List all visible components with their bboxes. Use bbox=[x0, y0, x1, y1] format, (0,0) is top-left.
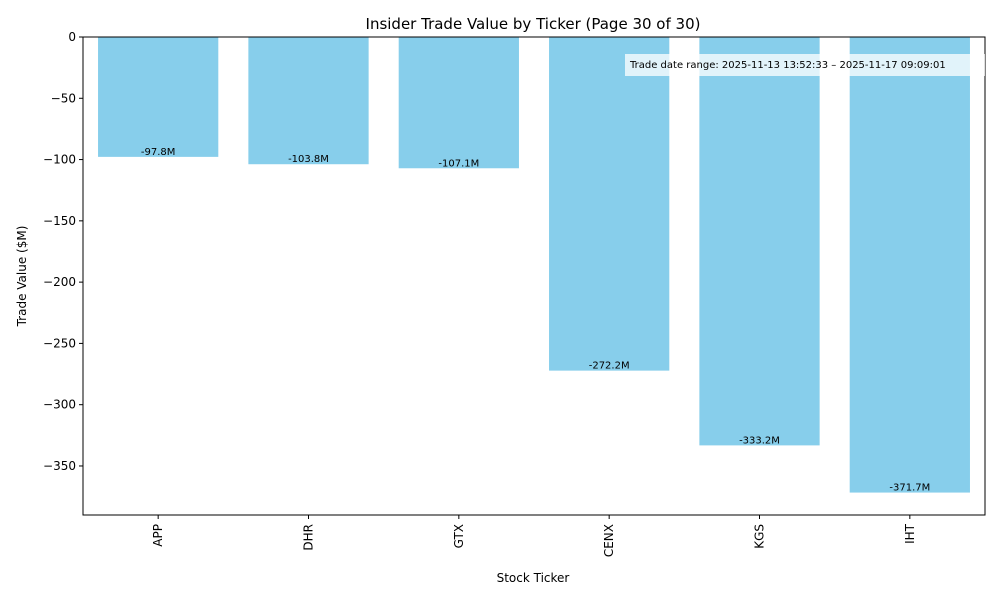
x-tick-label-kgs: KGS bbox=[753, 524, 767, 549]
axes-layer bbox=[82, 36, 986, 516]
x-tick-label-gtx: GTX bbox=[452, 524, 466, 548]
bar-cenx bbox=[549, 37, 670, 371]
data-label-app: -97.8M bbox=[141, 147, 176, 158]
ticks-layer: APP DHR GTX CENX KGS IHT 0 −50 −100 −150 −200 −250 −… bbox=[43, 30, 917, 557]
y-tick-label: −100 bbox=[43, 153, 76, 167]
y-axis-label: Trade Value ($M) bbox=[15, 226, 29, 328]
annotation-text: Trade date range: 2025-11-13 13:52:33 – … bbox=[629, 60, 946, 71]
x-tick-label-iht: IHT bbox=[903, 523, 917, 544]
y-tick-label: −300 bbox=[43, 398, 76, 412]
bars-layer bbox=[98, 37, 970, 493]
data-label-gtx: -107.1M bbox=[438, 158, 479, 169]
chart-title: Insider Trade Value by Ticker (Page 30 o… bbox=[366, 15, 701, 33]
y-tick-label: −200 bbox=[43, 275, 76, 289]
bar-gtx bbox=[398, 37, 519, 169]
x-tick-label-cenx: CENX bbox=[602, 524, 616, 557]
bar-kgs bbox=[699, 37, 820, 446]
y-tick-label: 0 bbox=[68, 30, 76, 44]
bar-app bbox=[98, 37, 219, 157]
annotation-box bbox=[625, 54, 985, 76]
data-labels-layer: -97.8M -103.8M -107.1M -272.2M -333.2M -371.7… bbox=[141, 147, 930, 494]
y-tick-label: −50 bbox=[51, 91, 76, 105]
bar-dhr bbox=[248, 37, 369, 165]
bar-iht bbox=[849, 37, 970, 493]
x-tick-label-app: APP bbox=[151, 524, 165, 547]
y-tick-label: −350 bbox=[43, 459, 76, 473]
data-label-iht: -371.7M bbox=[889, 483, 930, 494]
x-axis-label: Stock Ticker bbox=[497, 571, 570, 585]
data-label-dhr: -103.8M bbox=[288, 154, 329, 165]
y-tick-label: −150 bbox=[43, 214, 76, 228]
y-tick-label: −250 bbox=[43, 336, 76, 350]
plot-frame bbox=[82, 36, 986, 516]
x-tick-label-dhr: DHR bbox=[302, 524, 316, 551]
date-range-annotation: Trade date range: 2025-11-13 13:52:33 – … bbox=[625, 54, 985, 76]
data-label-cenx: -272.2M bbox=[589, 361, 630, 372]
data-label-kgs: -333.2M bbox=[739, 435, 780, 446]
